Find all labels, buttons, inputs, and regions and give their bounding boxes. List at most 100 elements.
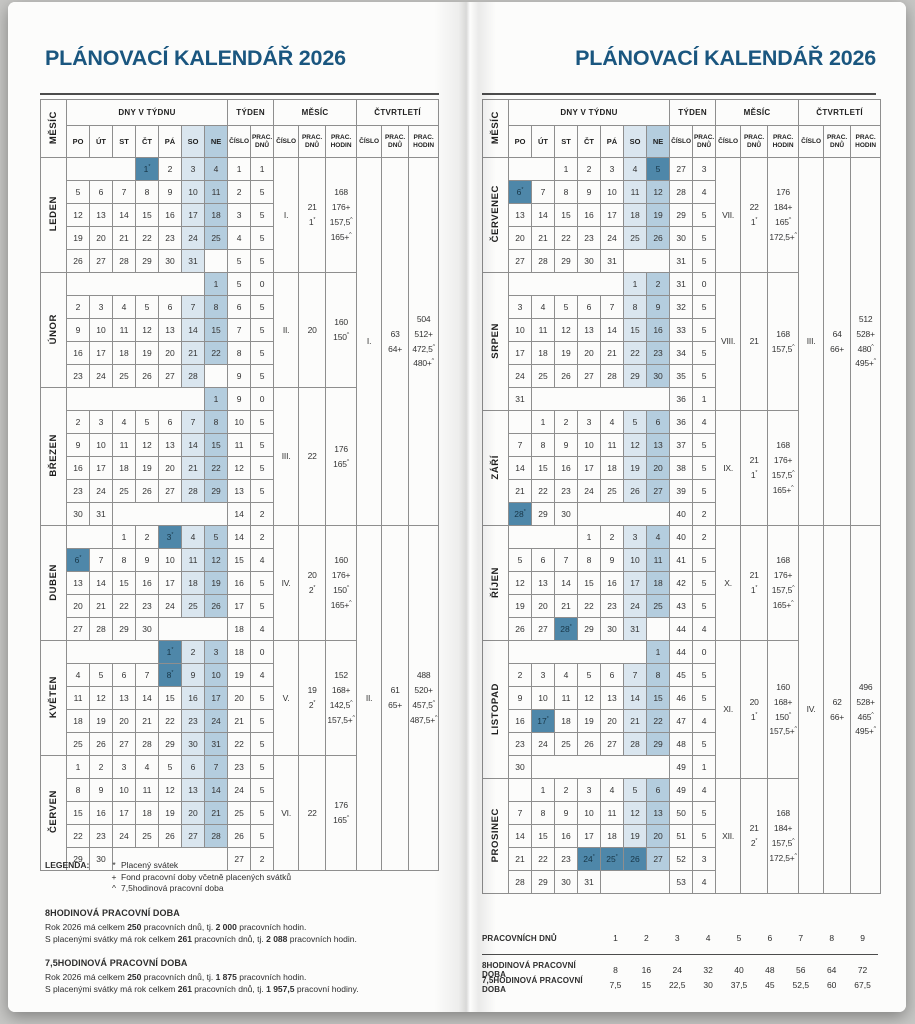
day-cell: 27	[181, 824, 205, 848]
day-cell: 26	[508, 617, 532, 641]
day-cell: 16	[135, 571, 159, 595]
week-group-header: TÝDEN	[227, 99, 275, 126]
day-cell: 23	[89, 824, 113, 848]
day-cell: 15	[112, 571, 136, 595]
holiday-day-cell: 6*	[66, 548, 90, 572]
planner-spread: PLÁNOVACÍ KALENDÁŘ 2026 MĚSÍC DNY V TÝDNU…	[8, 2, 906, 1012]
day-cell: 9	[135, 548, 159, 572]
title-rule	[482, 93, 876, 95]
day-cell: 24	[203, 709, 229, 733]
day-cell: 4	[112, 295, 136, 319]
day-cell: 18	[623, 203, 647, 227]
week-workdays-cell: 0	[250, 272, 275, 296]
page-right: PLÁNOVACÍ KALENDÁŘ 2026 MĚSÍC DNY V TÝDNU…	[457, 2, 906, 1012]
day-cell: 23	[66, 364, 90, 388]
title-rule	[40, 93, 439, 95]
calendar-week-row: 27 28 29 30 31 31 5	[483, 249, 881, 273]
week-workdays-cell: 2	[250, 502, 275, 526]
day-cell: 10	[158, 548, 182, 572]
hours-value-cell: 60	[826, 979, 837, 990]
calendar-week-row: 5 6 7 8 9 10 11 41 5	[483, 548, 881, 572]
day-cell: 17	[600, 203, 624, 227]
quarter-group-header: ČTVRTLETÍ	[798, 99, 882, 126]
hours-value-cell: 15	[641, 979, 652, 990]
note-value: 2 088	[266, 933, 288, 944]
week-number-cell: 49	[669, 755, 694, 779]
empty-days-cell	[66, 157, 136, 181]
day-cell: 31	[89, 502, 113, 526]
day-cell: 13	[577, 318, 601, 342]
day-cell: 3	[181, 157, 205, 181]
day-cell: 7	[89, 548, 113, 572]
day-cell: 18	[203, 203, 229, 227]
day-cell: 28	[203, 824, 229, 848]
day-cell: 22	[531, 847, 555, 871]
hours-value-cell: 32	[703, 964, 713, 975]
work-time-notes: 8HODINOVÁ PRACOVNÍ DOBA Rok 2026 má celke…	[45, 908, 437, 995]
day-cell: 12	[554, 318, 578, 342]
month-hours-cell: 168 176+ 157,5^ 165+^	[325, 157, 358, 273]
day-cell: 22	[554, 226, 578, 250]
calendar-week-row: 24 25 26 27 28 29 30 35 5	[483, 364, 881, 388]
hours-value-cell: 16	[641, 964, 652, 975]
week-workdays-cell: 5	[692, 548, 717, 572]
note-heading: 8HODINOVÁ PRACOVNÍ DOBA	[45, 907, 180, 918]
calendar-week-row: 27 28 29 30 18 4	[41, 617, 439, 641]
note-text: pracovních dnů, tj.	[191, 933, 267, 944]
month-hours-cell: 160 176+ 150^ 165+^	[325, 525, 358, 641]
week-workdays-header: PRAC. DNŮ	[692, 125, 717, 158]
month-workdays-cell: 20 1*	[740, 640, 769, 779]
empty-days-cell	[508, 272, 624, 296]
week-workdays-cell: 5	[692, 479, 717, 503]
week-workdays-cell: 5	[250, 686, 275, 710]
month-workdays-cell: 20	[298, 272, 327, 388]
day-cell: 4	[623, 157, 647, 181]
month-name-cell: ÚNOR	[40, 272, 67, 388]
day-cell: 2	[645, 272, 671, 296]
day-cell: 6	[600, 663, 624, 687]
day-cell: 2	[135, 525, 159, 549]
empty-days-cell	[111, 847, 229, 871]
page-title: PLÁNOVACÍ KALENDÁŘ 2026	[45, 46, 346, 70]
month-number-cell: IX.	[715, 410, 742, 526]
day-cell: 19	[135, 456, 159, 480]
day-cell: 30	[577, 249, 601, 273]
day-cell: 21	[623, 709, 647, 733]
day-cell: 10	[181, 180, 205, 204]
week-number-cell: 5	[227, 249, 252, 273]
day-cell: 7	[623, 663, 647, 687]
day-cell: 16	[66, 341, 90, 365]
empty-days-cell	[66, 640, 159, 664]
week-workdays-cell: 5	[250, 318, 275, 342]
note-line: Rok 2026 má celkem 250 pracovních dnů, t…	[45, 921, 437, 933]
week-number-cell: 39	[669, 479, 694, 503]
day-cell: 11	[600, 801, 624, 825]
week-workdays-cell: 5	[692, 226, 717, 250]
legend-label: LEGENDA:	[45, 860, 90, 870]
day-cell: 24	[181, 226, 205, 250]
legend-item: + Fond pracovní doby včetně placených svá…	[107, 871, 292, 884]
day-cell: 27	[645, 847, 671, 871]
day-cell: 9	[66, 433, 90, 457]
calendar-week-row: 16 17 18 19 20 21 22 8 5	[41, 341, 439, 365]
week-number-cell: 40	[669, 502, 694, 526]
month-hours-cell: 176 184+ 165^ 172,5+^	[767, 157, 800, 273]
month-name: DUBEN	[48, 563, 59, 601]
note-text: Rok 2026 má celkem	[45, 921, 128, 932]
holiday-day-cell: 25*	[600, 847, 624, 871]
month-name-cell: PROSINEC	[482, 778, 509, 894]
day-cell: 22	[577, 594, 601, 618]
hours-header-col: 8	[829, 933, 835, 943]
hours-header-row: PRACOVNÍCH DNŮ 1 2 3 4 5 6 7 8 9	[482, 928, 878, 955]
day-cell: 21	[203, 801, 229, 825]
legend-item: ^ 7,5hodinová pracovní doba	[107, 883, 291, 895]
day-cell: 20	[158, 341, 182, 365]
page-title: PLÁNOVACÍ KALENDÁŘ 2026	[575, 46, 876, 70]
day-cell: 17	[623, 571, 647, 595]
day-cell: 17	[158, 571, 182, 595]
legend-text: Fond pracovní doby včetně placených svát…	[121, 871, 292, 882]
day-cell: 1	[623, 272, 647, 296]
day-cell: 16	[181, 686, 205, 710]
empty-days-cell	[508, 640, 647, 664]
week-number-cell: 10	[227, 410, 252, 434]
